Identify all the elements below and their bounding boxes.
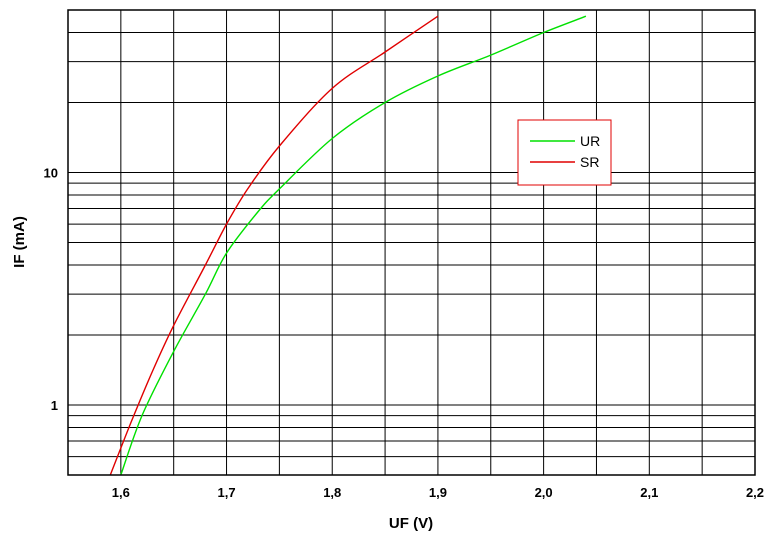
legend-box: [517, 119, 612, 186]
legend-label-sr: SR: [580, 154, 599, 170]
y-axis-label: IF (mA): [11, 216, 28, 268]
x-tick-label: 2,0: [535, 485, 553, 500]
x-tick-label: 1,9: [429, 485, 447, 500]
legend-label-ur: UR: [580, 133, 600, 149]
x-tick-label: 1,8: [323, 485, 341, 500]
y-tick-labels: 1 10: [44, 166, 58, 414]
grid: [67, 10, 756, 475]
x-axis-label: UF (V): [389, 515, 433, 532]
plot-border: [67, 9, 756, 476]
x-tick-label: 1,7: [217, 485, 235, 500]
x-tick-label: 1,6: [112, 485, 130, 500]
series-line-ur: [120, 15, 587, 476]
x-tick-label: 2,1: [640, 485, 658, 500]
y-tick-label: 1: [51, 398, 58, 413]
legend: UR SR: [517, 119, 612, 186]
series-line-sr: [109, 15, 439, 476]
legend-items: UR SR: [530, 133, 600, 170]
x-tick-label: 2,2: [746, 485, 764, 500]
y-tick-label: 10: [44, 166, 58, 181]
x-tick-labels: 1,6 1,7 1,8 1,9 2,0 2,1 2,2: [112, 485, 764, 500]
series-lines: [109, 15, 587, 476]
